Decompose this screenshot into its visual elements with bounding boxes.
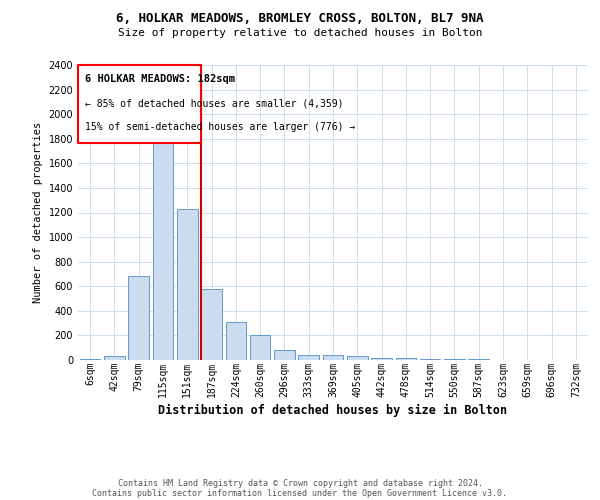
Bar (104, 356, 125, 360)
Text: Contains HM Land Registry data © Crown copyright and database right 2024.: Contains HM Land Registry data © Crown c… (118, 478, 482, 488)
Bar (420, 359, 440, 360)
Y-axis label: Number of detached properties: Number of detached properties (33, 122, 43, 303)
Bar (128, 276, 149, 360)
Bar (177, 209, 197, 360)
X-axis label: Distribution of detached houses by size in Bolton: Distribution of detached houses by size … (158, 404, 508, 416)
Text: Size of property relative to detached houses in Bolton: Size of property relative to detached ho… (118, 28, 482, 38)
Bar (395, 358, 416, 360)
Bar (201, 288, 222, 360)
Bar (274, 350, 295, 360)
Text: 15% of semi-detached houses are larger (776) →: 15% of semi-detached houses are larger (… (85, 122, 355, 132)
Text: ← 85% of detached houses are smaller (4,359): ← 85% of detached houses are smaller (4,… (85, 98, 344, 108)
Text: Contains public sector information licensed under the Open Government Licence v3: Contains public sector information licen… (92, 488, 508, 498)
Bar (347, 356, 368, 360)
Text: 6 HOLKAR MEADOWS: 182sqm: 6 HOLKAR MEADOWS: 182sqm (85, 74, 235, 84)
Bar (226, 322, 246, 360)
Text: 6, HOLKAR MEADOWS, BROMLEY CROSS, BOLTON, BL7 9NA: 6, HOLKAR MEADOWS, BROMLEY CROSS, BOLTON… (116, 12, 484, 26)
Bar (250, 336, 271, 360)
Bar (152, 120, 173, 360)
Bar (323, 355, 343, 360)
Bar (298, 355, 319, 360)
Bar (444, 359, 465, 360)
Bar (371, 358, 392, 360)
